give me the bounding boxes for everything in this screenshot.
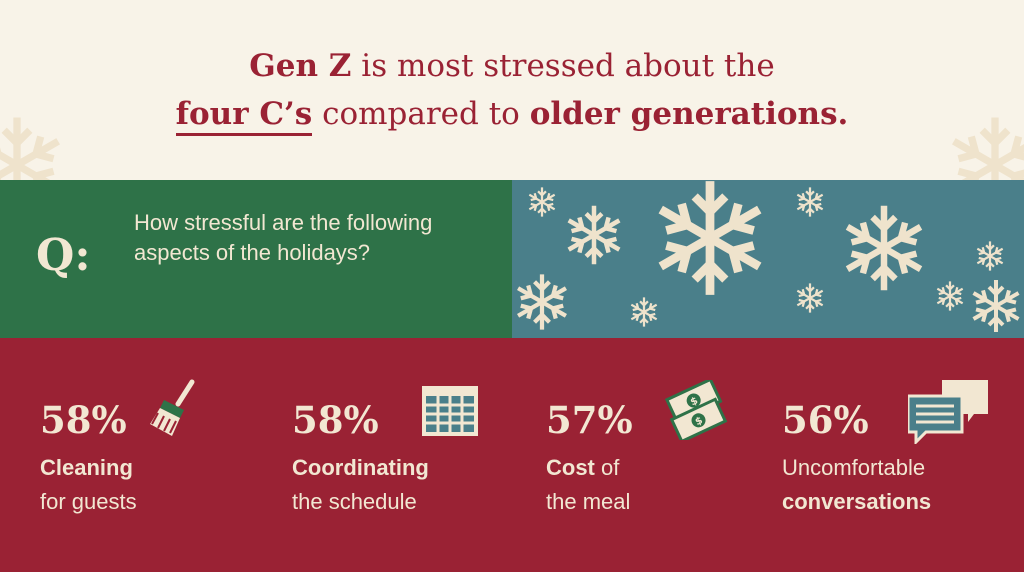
- stat-label-rest: the meal: [546, 489, 631, 514]
- money-icon: $ $: [664, 380, 728, 440]
- stat-percent: 56%: [782, 398, 869, 442]
- svg-text:$: $: [689, 395, 700, 408]
- headline-underlined: four C’s: [175, 96, 313, 136]
- question-panel: [0, 180, 512, 338]
- stat-percent: 58%: [40, 398, 127, 442]
- stat-cost: 57% Cost of the meal: [546, 395, 633, 519]
- snowflake-icon: [527, 187, 557, 217]
- calendar-icon: [422, 386, 478, 436]
- snowflake-icon: [517, 277, 567, 328]
- headline-bold-1: Gen Z: [249, 48, 352, 84]
- snowflake-pattern: [512, 180, 1024, 338]
- headline-line-1: Gen Z is most stressed about the: [0, 42, 1024, 90]
- question-text: How stressful are the following aspects …: [134, 210, 433, 265]
- snowflake-icon: [629, 297, 659, 327]
- stat-percent: 57%: [546, 398, 633, 442]
- stat-label-bold: Cost: [546, 455, 595, 480]
- snowflake-icon: [975, 241, 1005, 271]
- snowflake-icon: [795, 187, 825, 217]
- snowflake-icon: [972, 282, 1019, 330]
- stat-label: Cleaning for guests: [40, 451, 137, 519]
- headline-rest-1: is most stressed about the: [351, 48, 775, 84]
- stat-label-bold: conversations: [782, 489, 932, 514]
- stat-label: Cost of the meal: [546, 451, 633, 519]
- snowflake-icon: [935, 281, 965, 311]
- snowflake-panel: [512, 180, 1024, 338]
- headline-bold-2: older generations.: [529, 96, 849, 132]
- headline-line-2: four C’s compared to older generations.: [0, 90, 1024, 138]
- stat-percent: 58%: [292, 398, 379, 442]
- snowflake-icon: [846, 209, 923, 287]
- header: [0, 0, 1024, 180]
- chat-bubbles-icon: [908, 380, 988, 444]
- stat-coordinating: 58% Coordinating the schedule: [292, 395, 429, 519]
- snowflake-icon: [795, 283, 825, 313]
- stat-label-top: Uncomfortable: [782, 455, 926, 480]
- stat-label: Uncomfortable conversations: [782, 451, 931, 519]
- stat-label-rest: for guests: [40, 489, 137, 514]
- headline: Gen Z is most stressed about the four C’…: [0, 42, 1024, 138]
- broom-icon: [150, 379, 195, 436]
- svg-text:$: $: [694, 415, 705, 428]
- stat-label: Coordinating the schedule: [292, 451, 429, 519]
- stat-label-bold: Coordinating: [292, 455, 429, 480]
- headline-mid: compared to: [312, 96, 530, 132]
- stats-panel: [0, 338, 1024, 572]
- stat-label-bold: Cleaning: [40, 455, 133, 480]
- snowflake-icon: [567, 208, 620, 262]
- stat-conversations: 56% Uncomfortable conversations: [782, 395, 931, 519]
- stat-label-rest: the schedule: [292, 489, 417, 514]
- question-marker: Q:: [36, 230, 91, 281]
- snowflake-icon: [658, 186, 761, 291]
- stat-label-inline: of: [594, 455, 620, 480]
- stat-cleaning: 58% Cleaning for guests: [40, 395, 137, 519]
